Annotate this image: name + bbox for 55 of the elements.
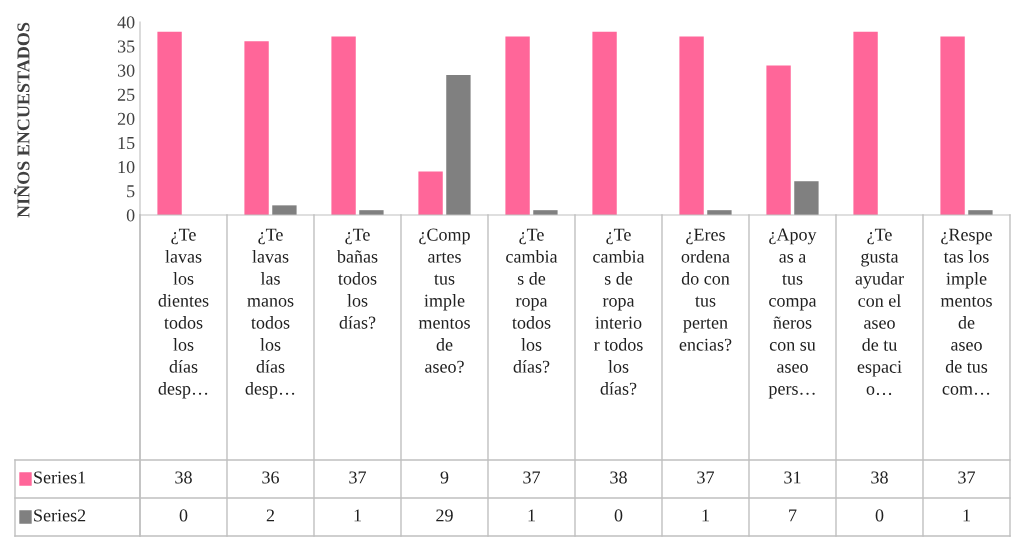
y-axis-title: NIÑOS ENCUESTADOS [13, 22, 30, 218]
data-label: 38 [871, 471, 888, 484]
data-label: 0 [614, 509, 623, 522]
x-tick-label: ¿Respe tas los imple mentos de aseo de tus com… [940, 228, 992, 395]
data-label: 38 [610, 471, 627, 484]
bar [853, 31, 878, 215]
x-tick-label: ¿Te gusta ayudar con el aseo de tu espaci o… [855, 228, 904, 395]
x-tick-label: ¿Te cambia s de ropa todos los días? [506, 228, 558, 373]
bar [794, 181, 819, 215]
bar [679, 36, 704, 215]
bar [505, 36, 530, 215]
bar [592, 31, 617, 215]
bar [331, 36, 356, 215]
x-tick-label: ¿Te lavas las manos todos los días desp… [245, 228, 295, 399]
data-label: 1 [354, 509, 361, 522]
y-tick-label: 20 [117, 112, 135, 125]
data-label: 37 [697, 471, 715, 484]
y-tick-label: 10 [118, 161, 135, 174]
data-label: 37 [523, 471, 541, 484]
x-tick-label: ¿Apoy as a tus compa ñeros con su aseo pers… [768, 228, 817, 399]
data-label: 2 [266, 509, 275, 522]
y-tick-label: 40 [117, 16, 135, 29]
bar [766, 65, 791, 215]
x-tick-label: ¿Te cambia s de ropa interio r todos los días? [593, 228, 645, 395]
bar [157, 31, 182, 215]
y-tick-label: 35 [117, 40, 135, 53]
bar [418, 171, 443, 215]
x-tick-label: ¿Te bañas todos los días? [336, 228, 378, 329]
data-label: 37 [349, 471, 367, 484]
data-label: 1 [528, 509, 535, 522]
bar [244, 41, 269, 215]
y-tick-label: 0 [126, 209, 135, 222]
y-tick-label: 15 [118, 136, 135, 150]
bar [272, 205, 297, 215]
x-tick-label: ¿Te lavas los dientes todos los días desp… [158, 228, 209, 399]
data-label: 29 [436, 509, 453, 522]
y-tick-label: 30 [117, 64, 135, 77]
data-label: 1 [963, 509, 970, 522]
data-label: 0 [875, 509, 884, 522]
bar [940, 36, 965, 215]
x-tick-label: ¿Eres ordena do con tus perten encias? [679, 228, 732, 351]
data-label: 1 [702, 509, 709, 522]
data-label: 38 [175, 471, 192, 484]
y-tick-label: 25 [117, 88, 135, 101]
bar [446, 75, 471, 215]
data-label: 0 [179, 509, 188, 522]
data-label: 37 [958, 471, 976, 484]
data-label: 7 [789, 509, 797, 522]
legend-label: Series2 [34, 509, 86, 522]
data-label: 9 [440, 471, 449, 484]
legend-label: Series1 [34, 471, 86, 484]
x-tick-label: ¿Comp artes tus imple mentos de aseo? [418, 228, 470, 373]
data-label: 36 [262, 471, 279, 484]
data-label: 31 [784, 471, 801, 484]
y-tick-label: 5 [127, 185, 135, 198]
